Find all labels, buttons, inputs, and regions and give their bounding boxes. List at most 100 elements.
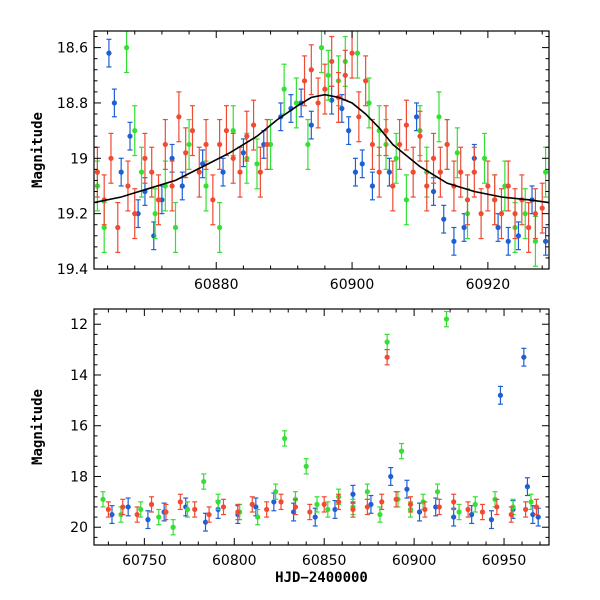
data-point-red	[148, 496, 155, 513]
data-point-red	[363, 55, 369, 107]
y-axis-label: Magnitude	[30, 112, 46, 188]
data-point-red	[162, 118, 168, 170]
data-point-green	[436, 91, 442, 143]
data-point-green	[186, 118, 192, 170]
data-point-blue	[413, 102, 420, 132]
data-point-red	[125, 160, 131, 212]
data-point-red	[417, 110, 423, 162]
data-point-green	[215, 493, 221, 511]
data-point-red	[526, 201, 532, 253]
data-point-red	[321, 496, 327, 513]
data-point-red	[437, 146, 443, 198]
data-point-green	[255, 508, 261, 526]
y-tick-label: 18	[70, 469, 88, 485]
data-point-red	[206, 506, 212, 523]
data-point-green	[293, 77, 299, 129]
data-point-blue	[240, 138, 247, 168]
data-point-red	[383, 105, 389, 157]
data-point-blue	[441, 204, 447, 234]
data-point-red	[189, 105, 196, 157]
data-point-blue	[461, 213, 467, 242]
data-point-green	[354, 31, 361, 79]
data-point-green	[152, 188, 158, 240]
data-point-green	[528, 493, 534, 511]
data-point-red	[307, 503, 313, 521]
series-red	[94, 31, 545, 253]
data-point-green	[217, 201, 223, 253]
x-tick-label: 60920	[466, 277, 511, 293]
data-point-red	[149, 146, 155, 198]
data-point-green	[138, 501, 144, 518]
data-point-blue	[368, 494, 374, 514]
data-point-red	[230, 132, 236, 184]
data-point-green	[123, 31, 130, 74]
data-point-red	[478, 188, 484, 240]
data-point-red	[464, 174, 471, 226]
data-point-red	[335, 493, 342, 511]
data-point-blue	[388, 467, 394, 486]
y-tick-label: 18.6	[57, 41, 88, 57]
top-panel-zoom: 60880 60900 60920 18.6 18.8 19 19.2 19.4 Magnitu…	[30, 30, 550, 293]
plot-frame	[93, 30, 550, 270]
data-point-red	[533, 498, 540, 516]
data-point-red	[451, 493, 457, 511]
data-point-red	[539, 182, 545, 234]
data-point-green	[318, 31, 325, 74]
data-point-blue	[386, 157, 393, 187]
data-point-red	[422, 501, 428, 518]
data-point-blue	[127, 121, 133, 151]
data-point-blue	[451, 226, 457, 256]
data-point-red	[210, 174, 216, 226]
data-point-blue	[495, 213, 501, 242]
data-point-blue	[505, 226, 511, 256]
data-point-red	[350, 501, 356, 518]
data-point-red	[424, 160, 430, 212]
x-tick-label: 60900	[392, 553, 437, 569]
data-point-blue	[118, 157, 124, 187]
data-point-red	[120, 498, 126, 516]
data-point-red	[237, 146, 243, 198]
data-point-red	[485, 160, 491, 212]
y-tick-label: 20	[70, 520, 88, 536]
data-point-blue	[451, 507, 457, 527]
data-point-red	[379, 493, 385, 511]
data-point-red	[512, 188, 518, 240]
data-point-green	[325, 49, 331, 101]
data-point-red	[523, 501, 529, 518]
y-tick-label: 19.4	[57, 262, 88, 278]
data-point-red	[508, 506, 514, 523]
data-point-red	[155, 174, 162, 226]
data-point-red	[249, 496, 255, 513]
data-point-red	[465, 501, 471, 518]
data-point-blue	[125, 497, 131, 517]
y-tick-label: 12	[70, 317, 88, 333]
data-point-red	[393, 491, 399, 508]
data-point-green	[281, 63, 287, 115]
data-point-blue	[469, 505, 475, 525]
data-point-green	[282, 430, 288, 447]
data-point-blue	[404, 479, 410, 499]
data-point-green	[305, 118, 311, 170]
data-point-red	[183, 127, 189, 179]
data-point-blue	[106, 38, 112, 68]
data-point-red	[505, 160, 511, 212]
data-point-red	[235, 503, 241, 521]
data-point-red	[342, 49, 348, 101]
data-point-green	[170, 519, 176, 536]
data-point-blue	[220, 157, 226, 187]
data-point-red	[479, 503, 486, 521]
x-tick-label: 60750	[122, 553, 167, 569]
data-point-green	[364, 483, 370, 500]
y-tick-label: 19	[70, 151, 88, 167]
data-point-blue	[433, 497, 439, 517]
x-tick-label: 60880	[194, 277, 239, 293]
x-tick-label: 60850	[302, 553, 347, 569]
data-point-green	[393, 132, 399, 184]
data-point-red	[94, 146, 100, 198]
data-point-green	[100, 491, 106, 508]
data-point-red	[192, 501, 198, 518]
data-point-red	[436, 498, 442, 516]
data-point-green	[156, 508, 162, 526]
data-point-red	[292, 498, 299, 516]
